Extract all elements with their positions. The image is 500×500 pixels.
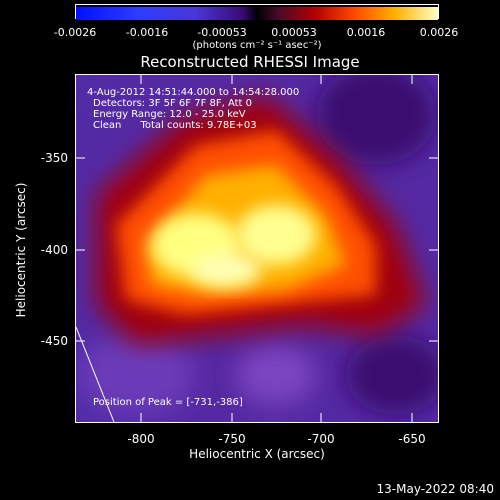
colorbar-tick-label: 0.0016 <box>347 26 386 39</box>
x-tick-label: -700 <box>307 432 334 446</box>
axis-ticks <box>75 74 439 423</box>
colorbar-tick-label: 0.0026 <box>420 26 459 39</box>
colorbar <box>75 4 439 19</box>
colorbar-units: (photons cm⁻² s⁻¹ asec⁻²) <box>192 40 321 51</box>
x-axis-label: Heliocentric X (arcsec) <box>189 447 325 461</box>
colorbar-gradient <box>76 7 438 20</box>
y-tick-label: -400 <box>41 243 68 257</box>
image-title: Reconstructed RHESSI Image <box>140 53 359 71</box>
colorbar-tick-label: -0.0016 <box>126 26 168 39</box>
colorbar-tick-label: -0.00053 <box>197 26 246 39</box>
y-tick-label: -450 <box>41 334 68 348</box>
x-tick-label: -650 <box>398 432 425 446</box>
y-axis-label: Heliocentric Y (arcsec) <box>14 183 28 318</box>
timestamp-footer: 13-May-2022 08:40 <box>377 482 494 496</box>
x-tick-label: -750 <box>218 432 245 446</box>
x-tick-label: -800 <box>127 432 154 446</box>
colorbar-tick-label: 0.00053 <box>271 26 317 39</box>
y-tick-label: -350 <box>41 151 68 165</box>
colorbar-tick-label: -0.0026 <box>54 26 96 39</box>
